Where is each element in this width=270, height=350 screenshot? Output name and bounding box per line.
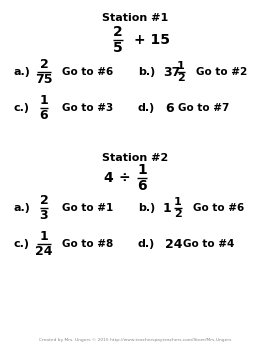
Text: + 15: + 15 — [134, 33, 170, 47]
Text: Go to #8: Go to #8 — [62, 239, 113, 249]
Text: 1: 1 — [137, 163, 147, 177]
Text: b.): b.) — [138, 67, 155, 77]
Text: ÷: ÷ — [118, 171, 130, 185]
Text: Go to #3: Go to #3 — [62, 103, 113, 113]
Text: Go to #6: Go to #6 — [193, 203, 244, 213]
Text: Created by Mrs. Ungers © 2015 http://www.teacherspayteachers.com/Store/Mrs-Unger: Created by Mrs. Ungers © 2015 http://www… — [39, 338, 231, 342]
Text: 4: 4 — [103, 171, 113, 185]
Text: Station #1: Station #1 — [102, 13, 168, 23]
Text: 2: 2 — [177, 73, 185, 83]
Text: a.): a.) — [14, 67, 31, 77]
Text: Go to #4: Go to #4 — [183, 239, 234, 249]
Text: 24: 24 — [165, 238, 183, 251]
Text: b.): b.) — [138, 203, 155, 213]
Text: a.): a.) — [14, 203, 31, 213]
Text: c.): c.) — [14, 103, 30, 113]
Text: Go to #7: Go to #7 — [178, 103, 230, 113]
Text: Go to #2: Go to #2 — [196, 67, 247, 77]
Text: 2: 2 — [113, 25, 123, 39]
Text: 6: 6 — [137, 179, 147, 193]
Text: Station #2: Station #2 — [102, 153, 168, 163]
Text: 75: 75 — [35, 73, 53, 86]
Text: 1: 1 — [177, 61, 185, 71]
Text: 37: 37 — [163, 65, 180, 78]
Text: 5: 5 — [113, 41, 123, 55]
Text: 1: 1 — [40, 94, 48, 107]
Text: Go to #1: Go to #1 — [62, 203, 113, 213]
Text: Go to #6: Go to #6 — [62, 67, 113, 77]
Text: 6: 6 — [40, 109, 48, 122]
Text: d.): d.) — [138, 239, 155, 249]
Text: 3: 3 — [40, 209, 48, 222]
Text: c.): c.) — [14, 239, 30, 249]
Text: 24: 24 — [35, 245, 53, 258]
Text: 2: 2 — [174, 209, 182, 219]
Text: 2: 2 — [40, 58, 48, 71]
Text: 6: 6 — [165, 102, 174, 114]
Text: 2: 2 — [40, 194, 48, 207]
Text: 1: 1 — [163, 202, 172, 215]
Text: 1: 1 — [174, 197, 182, 207]
Text: 1: 1 — [40, 230, 48, 243]
Text: d.): d.) — [138, 103, 155, 113]
